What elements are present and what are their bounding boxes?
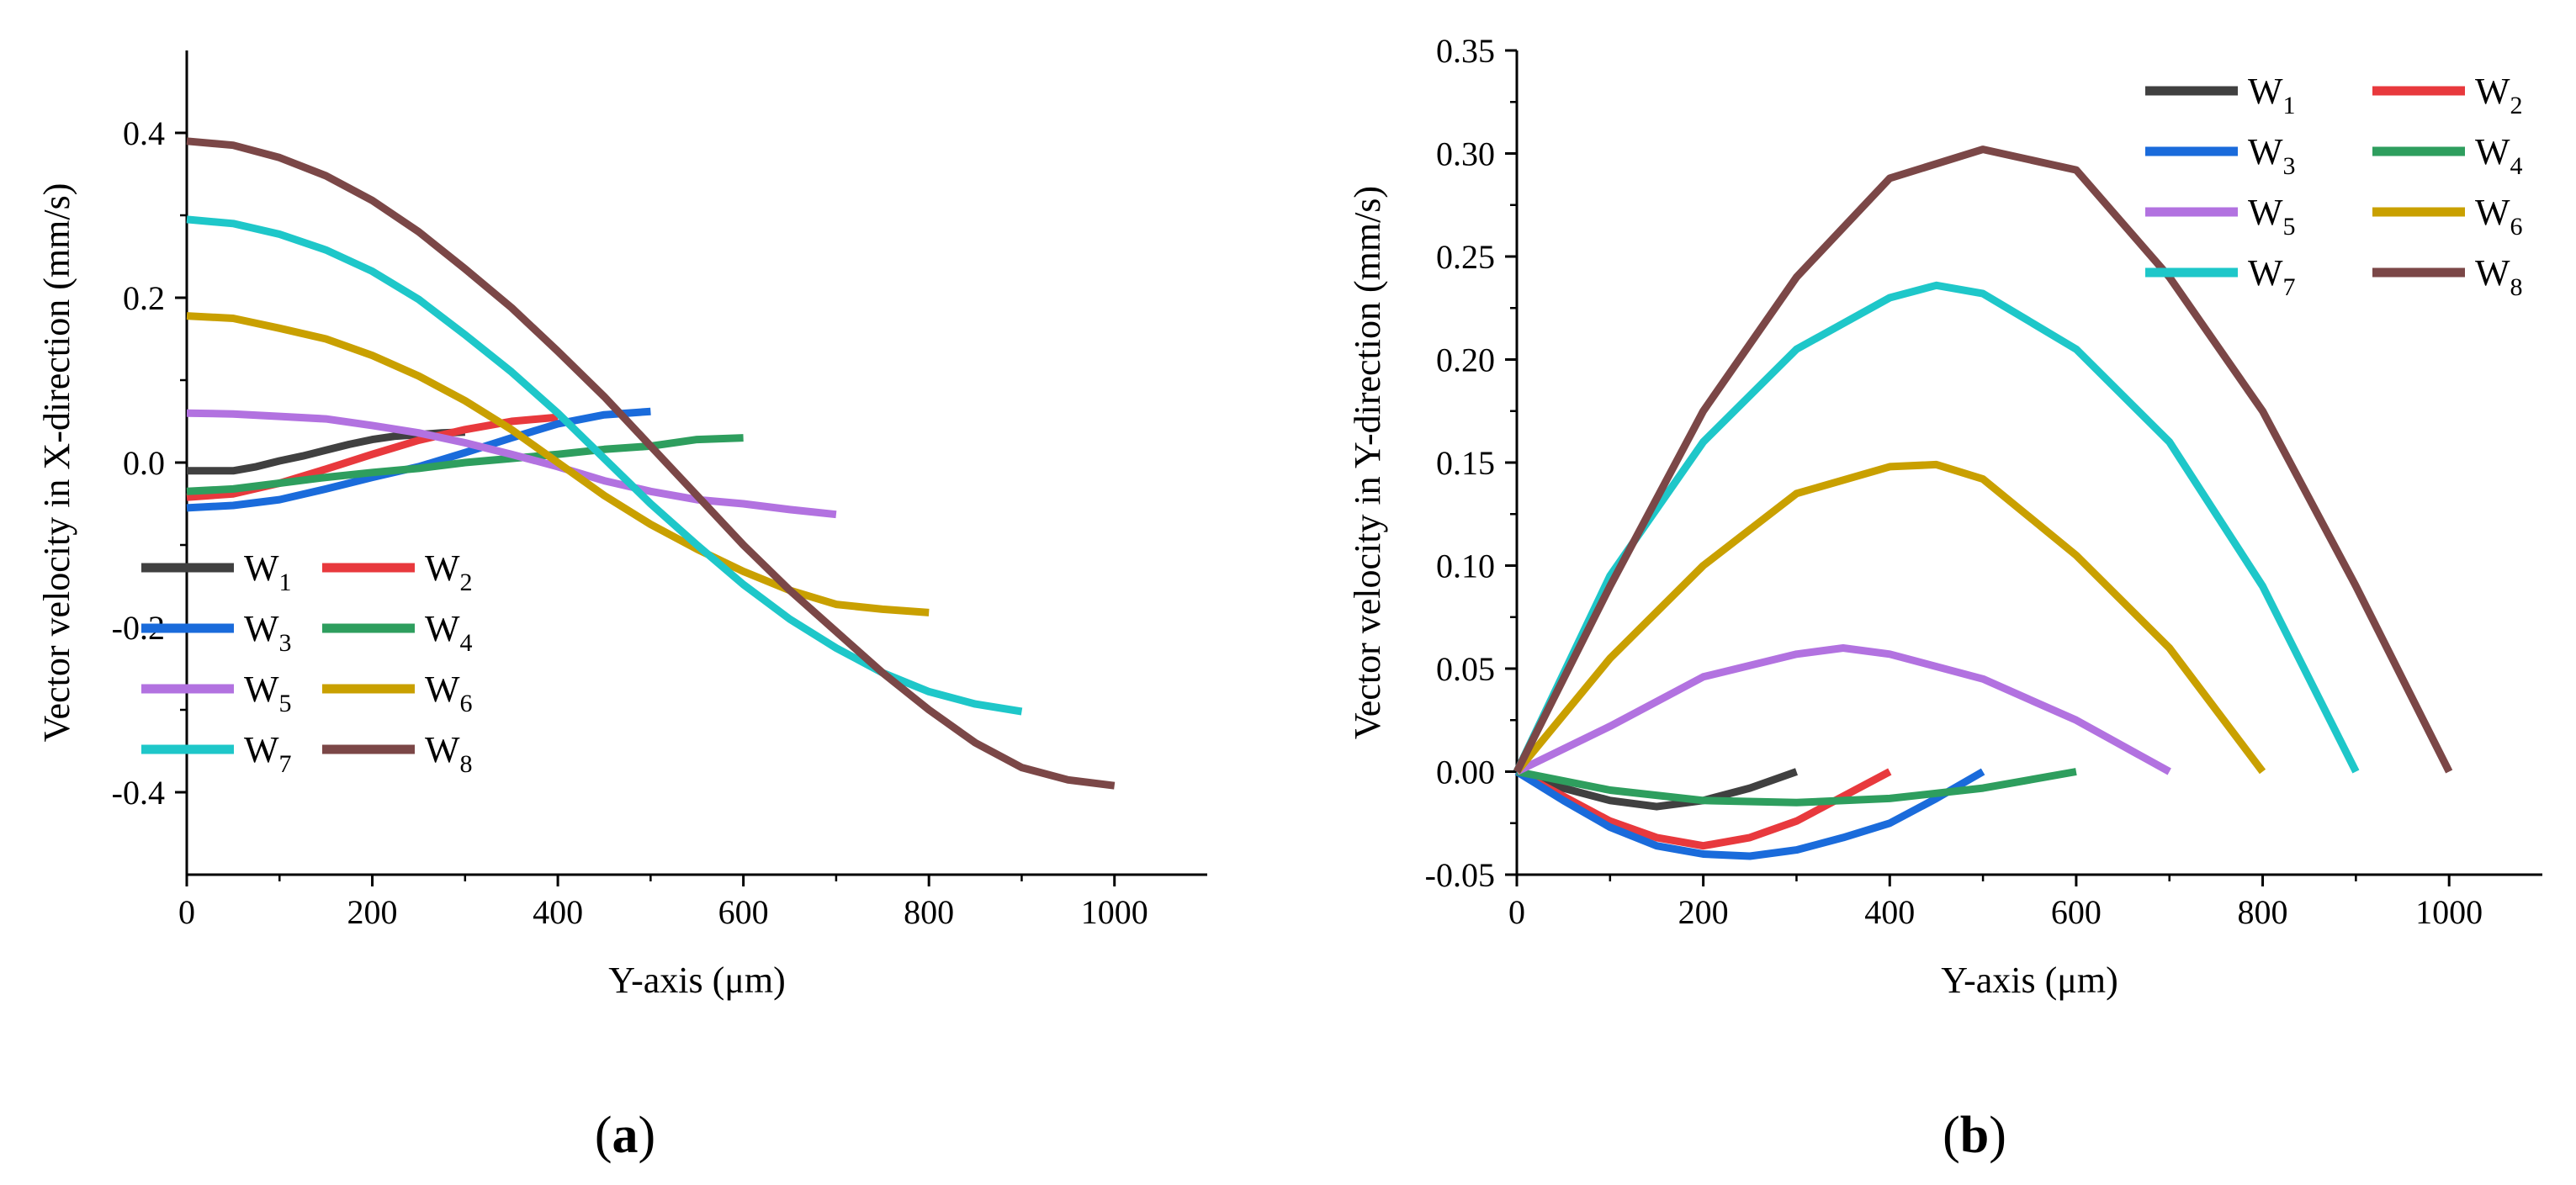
legend-item-w7: W7 — [2248, 252, 2296, 301]
legend-item-w1: W1 — [244, 548, 292, 596]
x-tick-label: 600 — [718, 893, 769, 931]
y-tick-label: 0.00 — [1436, 754, 1495, 791]
legend-item-w8: W8 — [425, 729, 473, 778]
legend-item-w6: W6 — [425, 669, 473, 717]
y-tick-label: 0.30 — [1436, 135, 1495, 173]
legend-item-w7: W7 — [244, 729, 292, 778]
series-line-w8 — [1513, 145, 2453, 774]
x-tick-label: 400 — [533, 893, 583, 931]
legend: W1 W2 W3 W4 W5 W6 W7 W8 — [2145, 71, 2523, 301]
y-tick-label: 0.25 — [1436, 238, 1495, 276]
y-tick-label: 0.4 — [123, 114, 165, 152]
x-tick-label: 600 — [2051, 893, 2102, 931]
legend-item-w4: W4 — [2475, 131, 2523, 180]
y-tick-label: 0.35 — [1436, 32, 1495, 70]
x-tick-label: 1000 — [2415, 893, 2483, 931]
y-tick-label: 0.20 — [1436, 341, 1495, 379]
panel-label: (b) — [1943, 1107, 2006, 1164]
x-tick-label: 800 — [904, 893, 954, 931]
y-axis-label: Vector velocity in X-direction (mm/s) — [36, 183, 77, 743]
y-tick-label: 0.10 — [1436, 548, 1495, 585]
series-line-w5 — [186, 409, 837, 519]
y-tick-label: 0.0 — [123, 444, 165, 482]
legend-item-w5: W5 — [2248, 192, 2296, 241]
panel-b: 0 200 400 600 800 1000 -0.05 0.00 0.05 0.10 0.15 0.… — [1347, 32, 2542, 1164]
panel-label: (a) — [595, 1107, 655, 1164]
series-line-w6 — [1513, 460, 2266, 775]
legend-item-w3: W3 — [244, 608, 292, 657]
y-axis-label: Vector velocity in Y-direction (mm/s) — [1347, 186, 1388, 739]
legend-item-w4: W4 — [425, 608, 473, 657]
panel-a: 0 200 400 600 800 1000-0.4-0.20.00.20.4Y-axis… — [36, 50, 1207, 1164]
y-tick-label: 0.2 — [123, 279, 165, 317]
legend-item-w1: W1 — [2248, 71, 2296, 119]
series-line-w5 — [1515, 644, 2171, 775]
x-tick-label: 200 — [347, 893, 398, 931]
y-tick-label: -0.05 — [1425, 856, 1495, 894]
y-tick-label: -0.4 — [112, 774, 165, 812]
series-line-w6 — [186, 312, 930, 616]
series-line-w1 — [1515, 768, 1798, 811]
x-tick-label: 0 — [1508, 893, 1525, 931]
series-line-w4 — [1516, 768, 2077, 807]
legend: W1 W2 W3 W4 W5 W6 W7 W8 — [141, 548, 473, 778]
legend-item-w2: W2 — [425, 548, 473, 596]
legend-item-w5: W5 — [244, 669, 292, 717]
y-tick-label: 0.05 — [1436, 650, 1495, 688]
x-tick-label: 1000 — [1081, 893, 1148, 931]
series-line-w8 — [186, 137, 1116, 790]
legend-item-w2: W2 — [2475, 71, 2523, 119]
x-axis-label: Y-axis (μm) — [608, 960, 786, 1001]
series-line-w7 — [1513, 281, 2360, 774]
legend-item-w8: W8 — [2475, 252, 2523, 301]
y-tick-label: 0.15 — [1436, 444, 1495, 482]
legend-item-w3: W3 — [2248, 131, 2296, 180]
x-axis-label: Y-axis (μm) — [1941, 960, 2118, 1001]
x-tick-label: 200 — [1678, 893, 1729, 931]
x-tick-label: 400 — [1864, 893, 1915, 931]
x-tick-label: 0 — [178, 893, 195, 931]
series-line-w3 — [1514, 768, 1985, 860]
legend-item-w6: W6 — [2475, 192, 2523, 241]
x-tick-label: 800 — [2238, 893, 2288, 931]
